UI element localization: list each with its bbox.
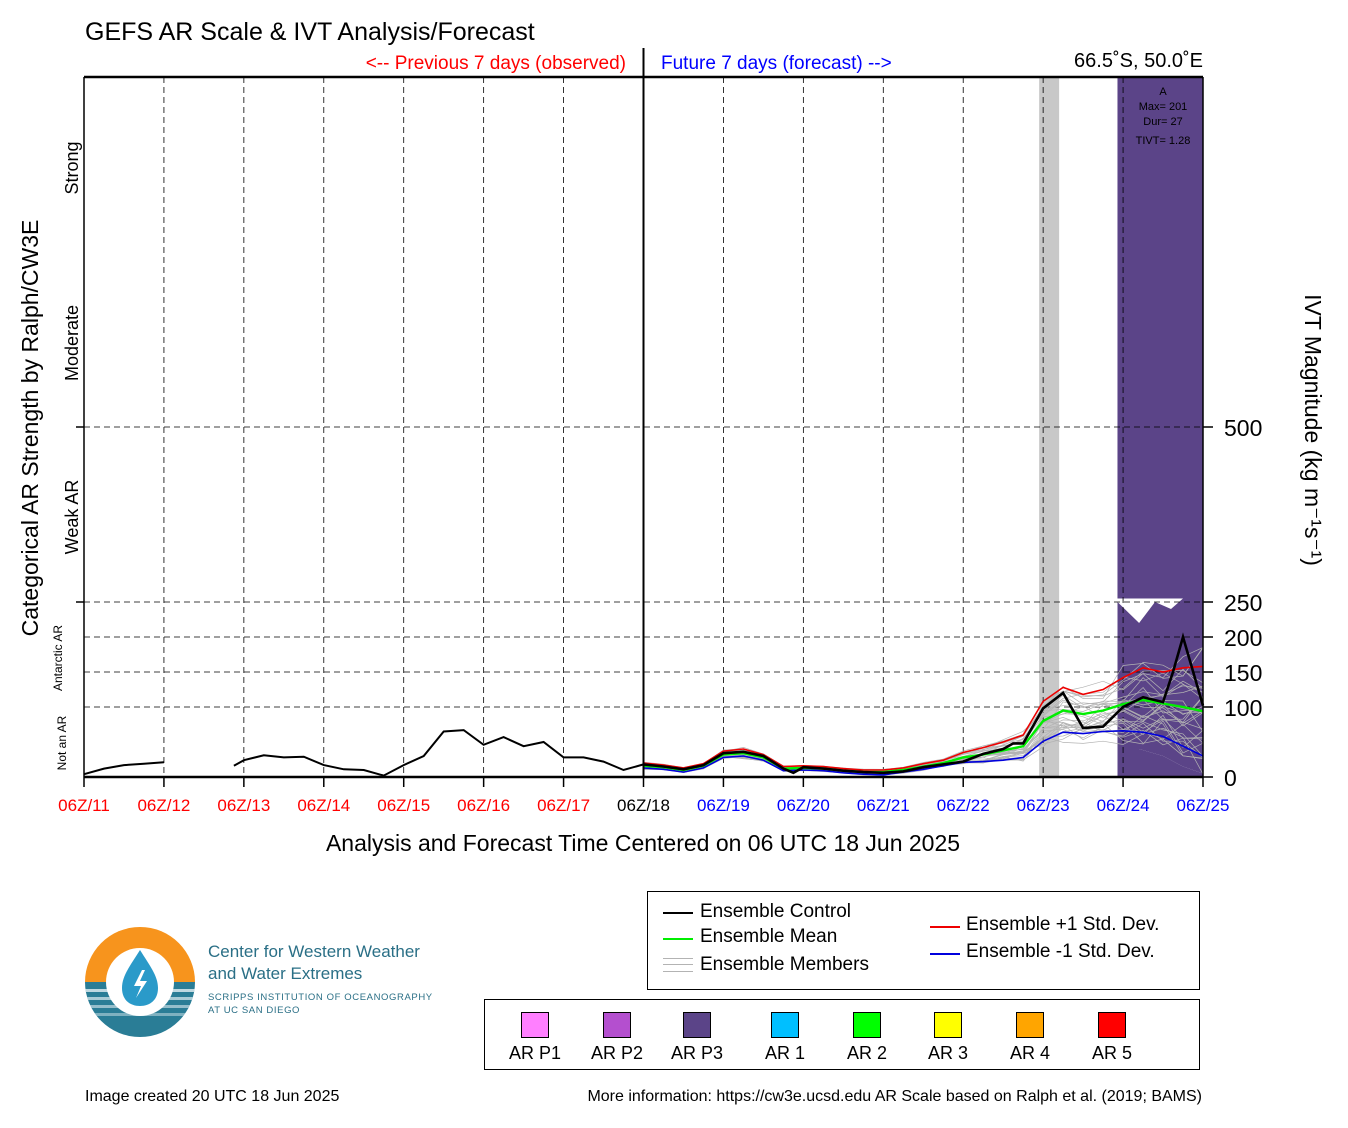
cw3e-logo: Center for Western Weather and Water Ext… — [84, 926, 484, 1038]
category-swatch — [521, 1012, 549, 1038]
category-label: AR 4 — [1009, 1043, 1051, 1063]
logo-line4: AT UC SAN DIEGO — [208, 1005, 301, 1016]
y-tick-label: 200 — [1224, 625, 1262, 651]
ar-event-label: A — [1159, 86, 1167, 98]
series-control-line — [643, 632, 1205, 775]
y-tick-label: 150 — [1224, 660, 1262, 686]
location-label: 66.5˚S, 50.0˚E — [1074, 50, 1203, 72]
category-antarctic: Antarctic AR — [51, 625, 65, 691]
x-tick-label: 06Z/15 — [377, 796, 430, 815]
plot-area: 06Z/11 06Z/12 06Z/13 06Z/14 06Z/15 06Z/16 06Z/… — [58, 48, 1262, 815]
y-tick-label: 250 — [1224, 590, 1262, 616]
chart-title: GEFS AR Scale & IVT Analysis/Forecast — [85, 18, 535, 46]
category-ar-p1: AR P1 — [495, 1012, 575, 1064]
legend-mean-swatch — [663, 938, 693, 940]
future-label: Future 7 days (forecast) --> — [661, 53, 892, 74]
x-tick-label: 06Z/11 — [58, 796, 110, 815]
previous-label: <-- Previous 7 days (observed) — [366, 53, 626, 74]
x-tick-label: 06Z/19 — [697, 796, 750, 815]
ar-event-dur: Dur= 27 — [1143, 116, 1182, 128]
category-label: AR P1 — [508, 1043, 562, 1063]
observed-line — [233, 729, 644, 777]
category-swatch — [603, 1012, 631, 1038]
legend-minus: Ensemble -1 Std. Dev. — [966, 941, 1155, 962]
category-swatch — [934, 1012, 962, 1038]
series-minus-line — [643, 729, 1204, 776]
ivt-chart: GEFS AR Scale & IVT Analysis/Forecast <-… — [17, 18, 1326, 856]
category-ar-p3: AR P3 — [657, 1012, 737, 1064]
category-legend: AR P1 AR P2 AR P3 AR 1 AR 2 AR 3 AR 4 AR 5 — [484, 999, 1200, 1070]
legend-plus-swatch — [930, 926, 960, 928]
y-tick-label: 100 — [1224, 695, 1262, 721]
series-plus-line — [643, 665, 1204, 771]
category-ar-3: AR 3 — [908, 1012, 988, 1064]
category-swatch — [683, 1012, 711, 1038]
legend-mean: Ensemble Mean — [700, 926, 838, 947]
category-ar-5: AR 5 — [1072, 1012, 1152, 1064]
category-label: AR P3 — [670, 1043, 724, 1063]
line-legend: Ensemble Control Ensemble Mean Ensemble … — [647, 891, 1200, 990]
legend-control: Ensemble Control — [700, 901, 852, 922]
category-ar-4: AR 4 — [990, 1012, 1070, 1064]
x-tick-label: 06Z/25 — [1177, 796, 1230, 815]
observed-line — [83, 761, 164, 776]
category-ar-p2: AR P2 — [577, 1012, 657, 1064]
category-label: AR 1 — [764, 1043, 806, 1063]
ar-p3-shade-bottom — [1117, 749, 1203, 777]
ar-event-tivt: TIVT= 1.28 — [1136, 135, 1191, 147]
x-tick-label: 06Z/22 — [937, 796, 990, 815]
category-strong: Strong — [62, 141, 82, 194]
category-ar-1: AR 1 — [745, 1012, 825, 1064]
footer-info: More information: https://cw3e.ucsd.edu … — [587, 1088, 1202, 1105]
category-swatch — [771, 1012, 799, 1038]
legend-members-swatch — [663, 958, 693, 972]
logo-line3: SCRIPPS INSTITUTION OF OCEANOGRAPHY — [208, 992, 433, 1003]
category-not-ar: Not an AR — [55, 715, 69, 770]
category-label: AR 2 — [846, 1043, 888, 1063]
logo-line2: and Water Extremes — [208, 964, 363, 983]
ar-event-max: Max= 201 — [1139, 101, 1188, 113]
category-swatch — [1016, 1012, 1044, 1038]
legend-members: Ensemble Members — [700, 954, 869, 975]
x-tick-label: 06Z/16 — [457, 796, 510, 815]
x-tick-label: 06Z/13 — [217, 796, 270, 815]
category-label: AR P2 — [590, 1043, 644, 1063]
category-swatch — [853, 1012, 881, 1038]
category-label: AR 5 — [1091, 1043, 1133, 1063]
x-tick-label: 06Z/24 — [1097, 796, 1150, 815]
y-tick-label: 500 — [1224, 415, 1262, 441]
x-axis-label: Analysis and Forecast Time Centered on 0… — [326, 830, 960, 856]
cw3e-logo-icon — [85, 927, 195, 1037]
legend-plus: Ensemble +1 Std. Dev. — [966, 914, 1160, 935]
x-tick-label: 06Z/12 — [137, 796, 190, 815]
x-tick-label: 06Z/18 — [617, 796, 670, 815]
logo-line1: Center for Western Weather — [208, 942, 420, 961]
y-tick-label: 0 — [1224, 765, 1237, 791]
category-moderate: Moderate — [62, 305, 82, 381]
x-tick-label: 06Z/17 — [537, 796, 590, 815]
category-swatch — [1098, 1012, 1126, 1038]
legend-control-swatch — [663, 912, 693, 914]
y-axis-right-label: IVT Magnitude (kg m⁻¹s⁻¹) — [1300, 294, 1326, 566]
footer-created: Image created 20 UTC 18 Jun 2025 — [85, 1088, 340, 1105]
y-axis-left-label: Categorical AR Strength by Ralph/CW3E — [17, 220, 43, 637]
ar-p3-shade-top — [1117, 77, 1203, 599]
category-weak: Weak AR — [62, 480, 82, 555]
category-ar-2: AR 2 — [827, 1012, 907, 1064]
x-tick-label: 06Z/14 — [297, 796, 350, 815]
legend-minus-swatch — [930, 953, 960, 955]
category-label: AR 3 — [927, 1043, 969, 1063]
x-tick-label: 06Z/21 — [857, 796, 910, 815]
x-tick-label: 06Z/20 — [777, 796, 830, 815]
x-tick-label: 06Z/23 — [1017, 796, 1070, 815]
